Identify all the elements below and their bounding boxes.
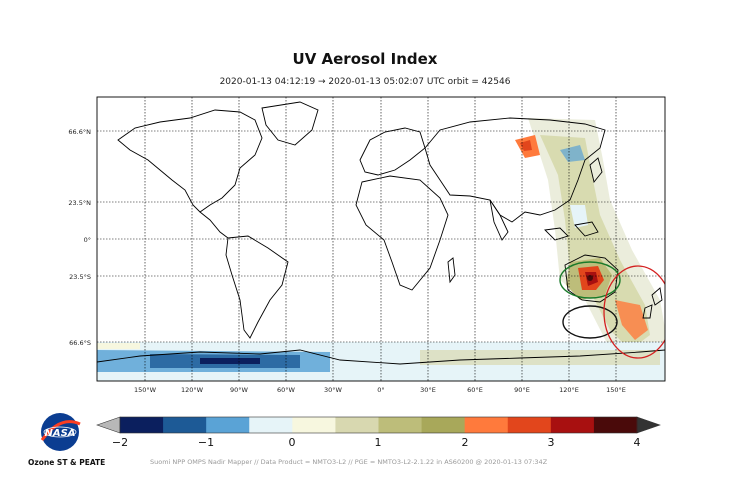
chart-subtitle: 2020-01-13 04:12:19 → 2020-01-13 05:02:0… [219, 77, 511, 87]
colorbar-segment [593, 417, 638, 433]
colorbar-segment [421, 417, 466, 433]
lat-label: 0° [84, 236, 91, 244]
lat-label: 66.6°N [68, 128, 91, 136]
green-annotation-circle [559, 261, 621, 299]
colorbar-tick-label: 4 [634, 436, 641, 449]
coastlines [97, 101, 665, 365]
lon-label: 120°E [559, 386, 579, 394]
lon-label: 150°E [606, 386, 626, 394]
colorbar-under-arrow [96, 416, 121, 434]
lon-label: 0° [377, 386, 384, 394]
colorbar-tick-label: −2 [112, 436, 128, 449]
chart-title: UV Aerosol Index [292, 50, 438, 68]
lon-labels: 150°W 120°W 90°W 60°W 30°W 0° 30°E 60°E … [134, 386, 626, 394]
nasa-logo: NASA [40, 413, 81, 451]
lat-label: 23.5°N [68, 199, 91, 207]
black-annotation-circle [562, 305, 618, 339]
colorbar-tick-label: −1 [198, 436, 214, 449]
colorbar-segment [550, 417, 595, 433]
lat-labels: 66.6°N 23.5°N 0° 23.5°S 66.6°S [68, 128, 91, 347]
colorbar-tick-label: 0 [289, 436, 296, 449]
red-annotation-circle [603, 265, 665, 359]
colorbar-over-arrow [636, 416, 661, 434]
colorbar-segment [163, 417, 207, 433]
nasa-logo-text: NASA [44, 428, 75, 439]
logo-caption: Ozone ST & PEATE [28, 458, 106, 467]
lon-label: 120°W [181, 386, 204, 394]
lon-label: 60°E [467, 386, 483, 394]
colorbar-segment [507, 417, 552, 433]
graticule [97, 97, 665, 381]
colorbar-segment [292, 417, 336, 433]
lon-label: 30°W [324, 386, 343, 394]
lon-label: 60°W [277, 386, 296, 394]
lon-label: 90°W [230, 386, 249, 394]
colorbar-segment [120, 417, 164, 433]
lat-label: 23.5°S [69, 273, 91, 281]
footer-text: Suomi NPP OMPS Nadir Mapper // Data Prod… [150, 458, 548, 466]
colorbar-tick-label: 2 [462, 436, 469, 449]
colorbar-border [119, 416, 638, 434]
colorbar-tick-label: 3 [548, 436, 555, 449]
colorbar-segment [378, 417, 423, 433]
colorbar-segment [206, 417, 250, 433]
colorbar-segment [464, 417, 509, 433]
map-border [96, 96, 666, 382]
colorbar-tick-label: 1 [375, 436, 382, 449]
lon-label: 90°E [514, 386, 530, 394]
lon-label: 150°W [134, 386, 157, 394]
colorbar-segment [335, 417, 379, 433]
aerosol-swath [515, 118, 665, 362]
colorbar-segment [249, 417, 293, 433]
lon-label: 30°E [420, 386, 436, 394]
lat-label: 66.6°S [69, 339, 91, 347]
colorbar: −2 −1 0 1 2 3 4 [96, 416, 661, 449]
